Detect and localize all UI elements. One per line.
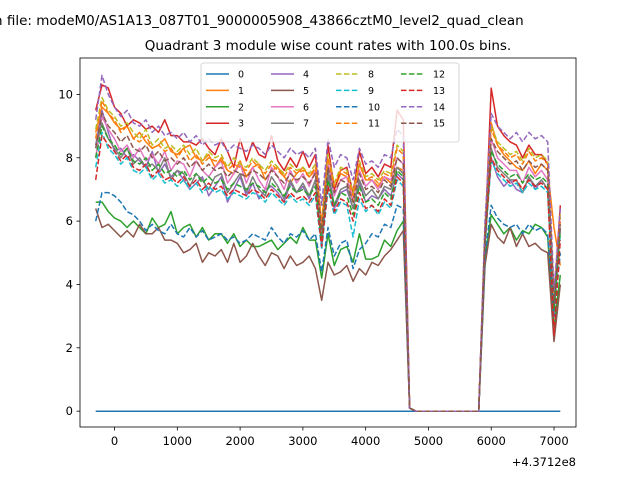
legend-label-2: 2 [238, 102, 244, 113]
legend-box [200, 62, 460, 143]
x-tick-label: 5000 [414, 434, 443, 448]
y-tick-label: 2 [66, 341, 73, 355]
legend-label-13: 13 [433, 86, 445, 97]
plot-area: 0 1000 2000 3000 4000 5000 6000 700002468100123… [58, 57, 577, 448]
x-tick-label: 1000 [163, 434, 192, 448]
legend-label-1: 1 [238, 86, 244, 97]
y-tick-label: 10 [58, 87, 73, 101]
x-tick-label: 3000 [288, 434, 317, 448]
legend-label-10: 10 [368, 102, 380, 113]
legend-label-5: 5 [303, 86, 309, 97]
legend-label-3: 3 [238, 119, 244, 130]
legend-label-15: 15 [433, 119, 445, 130]
x-tick-label: 4000 [351, 434, 380, 448]
y-tick-label: 4 [66, 277, 73, 291]
axes-frame [79, 57, 577, 428]
x-offset-label: +4.3712e8 [512, 455, 576, 469]
series-line-13 [94, 134, 562, 412]
legend-label-0: 0 [238, 70, 244, 81]
legend-label-14: 14 [433, 102, 445, 113]
legend-label-6: 6 [303, 102, 309, 113]
y-tick-label: 0 [66, 404, 73, 418]
legend-label-12: 12 [433, 70, 445, 81]
series-line-15 [94, 112, 562, 412]
x-tick-label: 0 [111, 434, 118, 448]
x-tick-label: 6000 [477, 434, 506, 448]
y-tick-label: 8 [66, 151, 73, 165]
legend-label-8: 8 [368, 70, 374, 81]
legend-label-7: 7 [303, 119, 309, 130]
legend-label-11: 11 [368, 119, 380, 130]
y-tick-label: 6 [66, 214, 73, 228]
series-line-11 [94, 100, 562, 412]
series-line-14 [94, 74, 562, 412]
figure-suptitle: n file: modeM0/AS1A13_087T01_9000005908_… [0, 13, 524, 29]
chart-title: Quadrant 3 module wise count rates with … [145, 38, 511, 54]
legend-label-4: 4 [303, 70, 309, 81]
x-tick-label: 7000 [539, 434, 568, 448]
legend-label-9: 9 [368, 86, 374, 97]
x-tick-label: 2000 [225, 434, 254, 448]
